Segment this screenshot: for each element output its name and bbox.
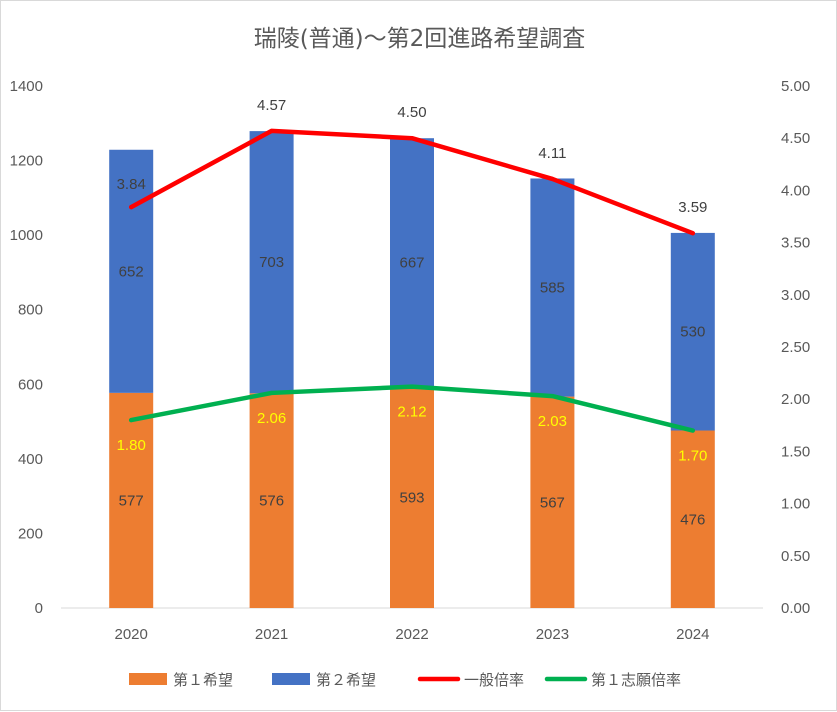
bar-第２希望-2024: [670, 232, 715, 431]
y-left-tick-label: 800: [18, 302, 43, 319]
y-right-tick-label: 3.00: [781, 287, 810, 304]
legend-swatch: [272, 673, 310, 685]
y-left-tick-label: 600: [18, 376, 43, 393]
y-left-tick-label: 1000: [10, 227, 43, 244]
y-right-tick-label: 2.00: [781, 391, 810, 408]
y-left-tick-label: 400: [18, 451, 43, 468]
line-value-label: 1.80: [117, 437, 146, 454]
y-right-tick-label: 3.50: [781, 235, 810, 252]
bar-value-label: 585: [540, 280, 565, 297]
y-left-tick-label: 1400: [10, 78, 43, 95]
chart-title: 瑞陵(普通)〜第2回進路希望調査: [253, 26, 586, 52]
bar-第２希望-2022: [390, 138, 434, 387]
line-value-label: 2.03: [538, 413, 567, 430]
x-tick-label: 2022: [395, 626, 428, 643]
bar-value-label: 576: [259, 493, 284, 510]
y-right-tick-label: 1.00: [781, 496, 810, 513]
y-left-tick-label: 0: [35, 600, 43, 617]
y-left-tick-label: 1200: [10, 153, 43, 170]
x-tick-label: 2024: [676, 626, 709, 643]
bar-第１希望-2020: [109, 392, 154, 608]
bar-value-label: 567: [540, 494, 565, 511]
bar-value-label: 577: [119, 492, 144, 509]
y-right-tick-label: 0.00: [781, 600, 810, 617]
bar-第１希望-2021: [249, 393, 294, 608]
bar-value-label: 530: [680, 324, 705, 341]
line-point: [550, 176, 555, 181]
bar-第２希望-2021: [249, 131, 294, 394]
x-tick-label: 2023: [536, 626, 569, 643]
y-right-tick-label: 4.50: [781, 130, 810, 147]
line-point: [410, 384, 414, 389]
line-value-label: 2.12: [397, 404, 426, 421]
legend-label: 一般倍率: [464, 671, 524, 689]
legend-label: 第１希望: [173, 671, 233, 689]
line-value-label: 4.50: [397, 104, 426, 121]
line-point: [410, 136, 414, 141]
bar-value-label: 593: [399, 489, 424, 506]
legend-label: 第１志願倍率: [591, 671, 681, 689]
line-value-label: 3.59: [678, 199, 707, 216]
line-point: [129, 205, 134, 210]
y-right-tick-label: 0.50: [781, 548, 810, 565]
bar-第２希望-2020: [109, 149, 154, 393]
line-point: [269, 390, 274, 395]
line-point: [269, 128, 274, 133]
y-right-tick-label: 1.50: [781, 443, 810, 460]
bar-第１希望-2022: [390, 386, 434, 608]
x-tick-label: 2020: [115, 626, 148, 643]
line-value-label: 2.06: [257, 410, 286, 427]
y-right-tick-label: 4.00: [781, 182, 810, 199]
line-value-label: 4.57: [257, 97, 286, 114]
y-left-tick-label: 200: [18, 525, 43, 542]
bar-value-label: 476: [680, 511, 705, 528]
bar-第１希望-2023: [530, 396, 575, 608]
line-value-label: 1.70: [678, 448, 707, 465]
line-value-label: 3.84: [117, 176, 146, 193]
legend-label: 第２希望: [316, 671, 376, 689]
bar-value-label: 652: [119, 263, 144, 280]
line-point: [129, 418, 134, 423]
bar-第１希望-2024: [670, 430, 715, 608]
x-tick-label: 2021: [255, 626, 288, 643]
line-point: [690, 428, 695, 433]
line-point: [550, 394, 555, 399]
y-right-tick-label: 5.00: [781, 78, 810, 95]
y-right-tick-label: 2.50: [781, 339, 810, 356]
bar-第２希望-2023: [530, 178, 575, 397]
line-point: [690, 231, 695, 236]
bar-value-label: 703: [259, 254, 284, 271]
bar-value-label: 667: [399, 255, 424, 272]
legend-swatch: [129, 673, 167, 685]
line-value-label: 4.11: [538, 145, 566, 162]
